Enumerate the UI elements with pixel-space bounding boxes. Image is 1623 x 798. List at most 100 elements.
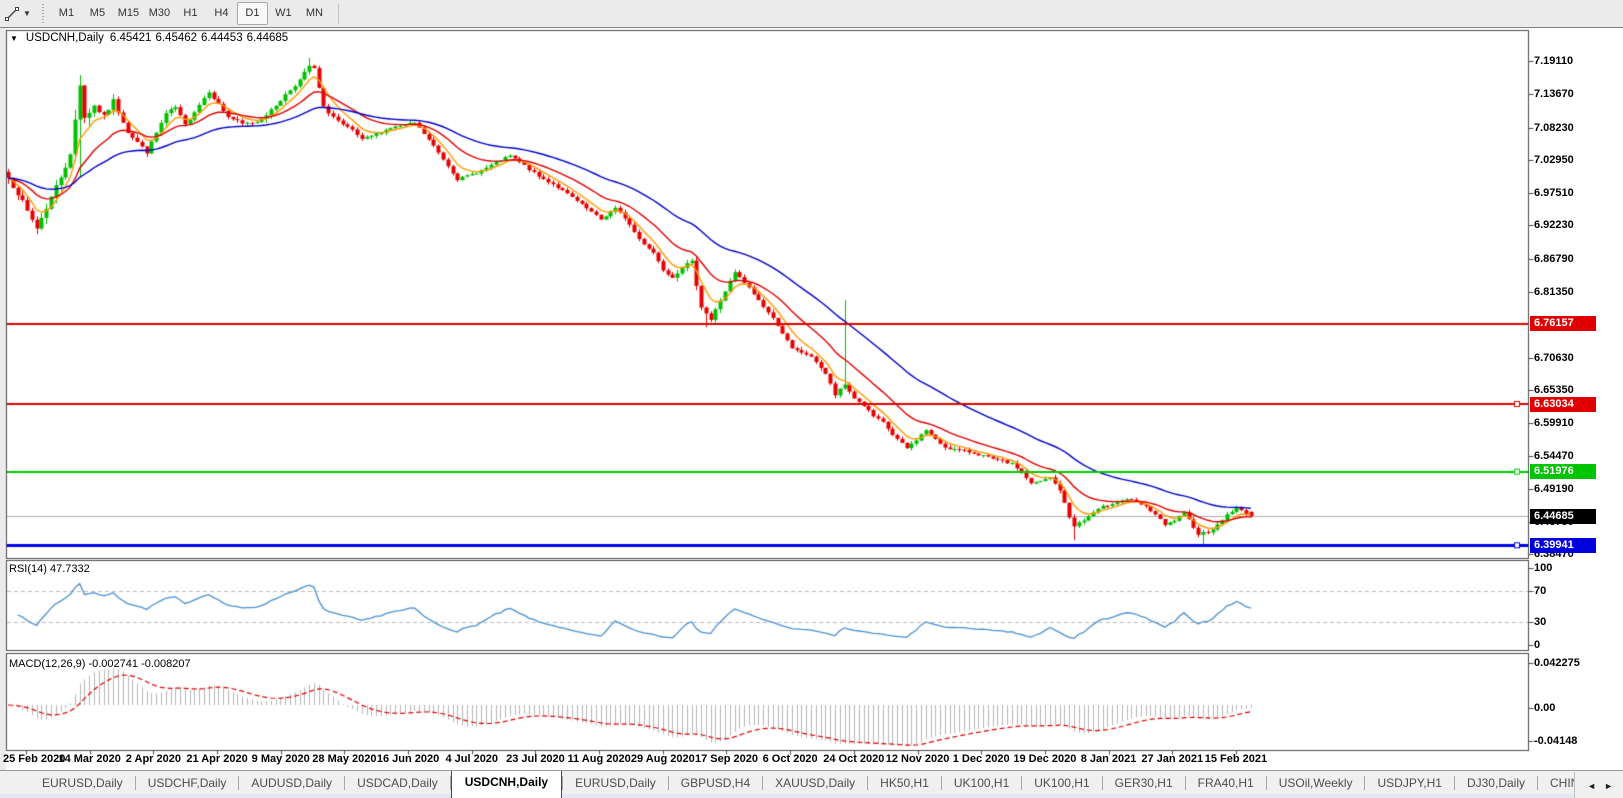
macd-axis-tick: 0.00 [1534,702,1556,714]
date-axis-label: 15 Feb 2021 [1204,753,1268,765]
macd-indicator-label: MACD(12,26,9) -0.002741 -0.008207 [9,658,191,670]
tab-separator [1265,776,1267,790]
chart-canvas[interactable] [0,28,1623,771]
date-axis-label: 23 Jul 2020 [506,753,565,765]
draw-tool-group[interactable]: ▼ [0,0,34,27]
ohlc-close: 6.44685 [246,32,289,44]
price-axis-tick: 6.92230 [1534,219,1574,232]
level-badge[interactable]: 6.76157 [1530,316,1596,332]
date-axis-label: 11 Aug 2020 [567,753,631,765]
timeframe-button-h1[interactable]: H1 [183,7,198,19]
price-axis-tick: 6.81350 [1534,285,1574,298]
date-axis-label: 16 Jun 2020 [376,753,440,765]
date-axis-label: 9 May 2020 [251,753,310,765]
tab-separator [1021,776,1023,790]
symbol-tab-usdjpy-h1[interactable]: USDJPY,H1 [1377,776,1442,790]
symbol-tab-audusd-daily[interactable]: AUDUSD,Daily [251,776,333,790]
tab-separator [762,776,764,790]
rsi-indicator-label: RSI(14) 47.7332 [9,563,90,575]
symbol-tab-uk100-h1[interactable]: UK100,H1 [1034,776,1090,790]
timeframe-button-h4[interactable]: H4 [214,7,229,19]
top-toolbar: ▼ M1 M5 M15 M30 H1 H4 D1 W1 MN [0,0,1623,28]
timeframe-button-m1[interactable]: M1 [58,7,75,19]
symbol-tab-eurusd-daily[interactable]: EURUSD,Daily [575,776,656,790]
date-axis-label: 24 Oct 2020 [823,753,885,765]
ohlc-low: 6.44453 [201,32,243,44]
current-price-badge: 6.44685 [1530,508,1596,524]
rsi-axis-tick: 30 [1534,616,1547,628]
rsi-axis-tick: 0 [1534,639,1541,651]
timeframe-button-w1[interactable]: W1 [275,7,292,19]
price-axis-tick: 6.97510 [1534,187,1574,200]
symbol-tab-usdchf-daily[interactable]: USDCHF,Daily [147,776,227,790]
timeframe-button-d1[interactable]: D1 [236,2,268,25]
symbol-tab-usdcad-daily[interactable]: USDCAD,Daily [357,776,438,790]
symbol-tab-dj30-daily[interactable]: DJ30,Daily [1466,776,1525,790]
timeframe-button-m5[interactable]: M5 [89,7,106,19]
tab-separator [667,776,669,790]
level-badge[interactable]: 6.39941 [1530,537,1596,553]
date-axis-label: 6 Oct 2020 [762,753,818,765]
tab-separator [449,776,451,790]
date-axis-label: 12 Nov 2020 [885,753,950,765]
symbol-tab-eurusd-daily[interactable]: EURUSD,Daily [42,776,123,790]
price-axis-tick: 6.54470 [1534,450,1574,463]
symbol-tab-ger30-h1[interactable]: GER30,H1 [1114,776,1173,790]
date-axis-label: 14 Mar 2020 [58,753,121,765]
price-axis-tick: 6.70630 [1534,351,1574,364]
date-axis-label: 1 Dec 2020 [952,753,1010,765]
tab-separator [1184,776,1186,790]
macd-axis-tick: -0.04148 [1534,735,1578,747]
ohlc-open: 6.45421 [109,32,152,44]
date-axis-label: 25 Feb 2020 [3,753,66,765]
tab-separator [344,776,346,790]
scroll-right-icon[interactable]: ► [1604,780,1613,791]
symbol-tab-usoil-weekly[interactable]: USOil,Weekly [1278,776,1353,790]
date-axis-label: 28 May 2020 [312,753,377,765]
date-axis-label: 8 Jan 2021 [1080,753,1137,765]
date-axis-label: 17 Sep 2020 [694,753,758,765]
scroll-left-icon[interactable]: ◄ [1587,780,1597,791]
date-axis-label: 27 Jan 2021 [1141,753,1204,765]
date-axis-label: 21 Apr 2020 [186,753,248,765]
timeframe-button-m15[interactable]: M15 [117,7,140,19]
chart-title: ▼ USDCNH,Daily 6.45421 6.45462 6.44453 6… [10,32,288,44]
timeframe-button-m30[interactable]: M30 [148,7,171,19]
tab-separator [562,776,564,790]
tab-separator [1453,776,1455,790]
tab-separator [1364,776,1366,790]
tab-scroll-arrows: ◄ ► [1574,772,1623,798]
date-axis-label: 19 Dec 2020 [1013,753,1077,765]
macd-axis-tick: 0.042275 [1534,657,1580,669]
tab-separator [940,776,942,790]
tab-separator [1101,776,1103,790]
toolbar-grip-handle[interactable] [39,4,47,23]
symbol-tab-hk50-h1[interactable]: HK50,H1 [880,776,929,790]
price-axis-tick: 6.49190 [1534,482,1574,495]
level-badge[interactable]: 6.51976 [1530,464,1596,480]
tab-separator [238,776,240,790]
rsi-axis-tick: 70 [1534,585,1547,597]
price-axis-tick: 7.13670 [1534,88,1574,101]
ohlc-high: 6.45462 [155,32,198,44]
price-axis-tick: 6.59910 [1534,417,1574,430]
level-badge[interactable]: 6.63034 [1530,396,1596,412]
symbol-tab-fra40-h1[interactable]: FRA40,H1 [1197,776,1254,790]
price-axis-tick: 7.19110 [1534,55,1574,67]
symbol-tab-xauusd-daily[interactable]: XAUUSD,Daily [775,776,856,790]
symbol-tab-usdcnh-daily[interactable]: USDCNH,Daily [450,771,563,798]
symbol-tabbar: EURUSD,Daily USDCHF,Daily AUDUSD,Daily USDC… [0,770,1623,798]
toolbar-divider [337,3,339,24]
rsi-axis-tick: 100 [1534,562,1553,574]
symbol-tab-gbpusd-h4[interactable]: GBPUSD,H4 [680,776,751,790]
symbol-tab-uk100-h1[interactable]: UK100,H1 [953,776,1010,790]
trendline-tool-icon[interactable] [2,4,22,24]
statusbar-strip [0,794,1623,798]
chevron-down-icon[interactable]: ▼ [23,9,31,18]
price-axis-tick: 6.86790 [1534,252,1574,265]
tab-separator [867,776,869,790]
timeframe-button-mn[interactable]: MN [305,7,323,19]
tab-separator [134,776,136,790]
price-axis-tick: 7.02950 [1534,153,1574,166]
chevron-down-icon[interactable]: ▼ [10,33,18,43]
